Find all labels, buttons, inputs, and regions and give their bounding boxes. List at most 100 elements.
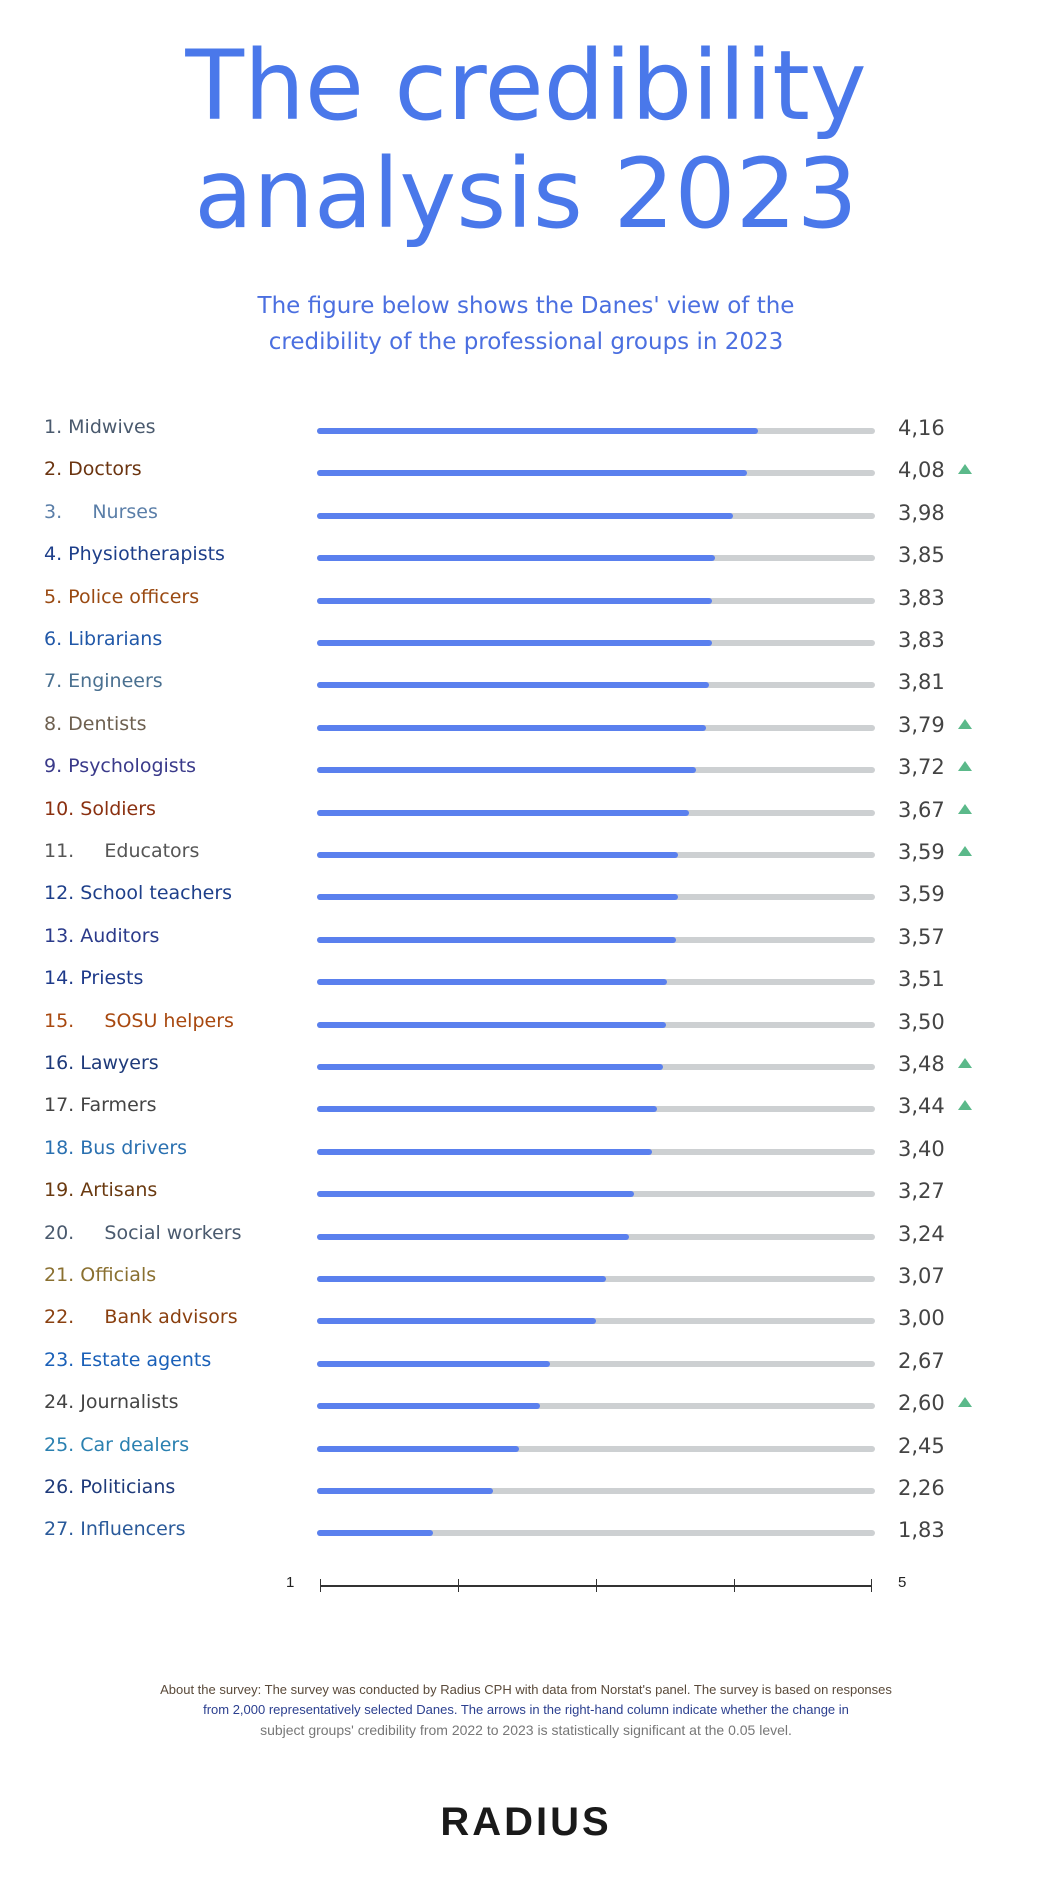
bar <box>317 852 679 858</box>
data-label: 4,08 <box>898 458 945 483</box>
bar-track <box>317 1318 875 1325</box>
data-label: 3,83 <box>898 628 945 652</box>
bar-track <box>317 1488 875 1494</box>
bar-track <box>317 1276 875 1282</box>
bar-row: 24. Journalists 2,60 <box>0 1383 1052 1425</box>
bar-track <box>317 1021 875 1028</box>
bar <box>317 979 668 986</box>
subtitle: The figure below shows the Danes' view o… <box>0 288 1052 360</box>
bar-track <box>317 1148 875 1155</box>
significant-increase-arrow-icon <box>958 761 972 772</box>
bar-label: 23. Estate agents <box>44 1348 212 1371</box>
bar-label: 10. Soldiers <box>44 797 156 820</box>
bar <box>317 809 690 816</box>
bar-row: 6. Librarians 3,83 <box>0 620 1052 662</box>
data-label: 3,98 <box>898 500 945 525</box>
bar-label: 3. Nurses <box>44 500 158 523</box>
data-label: 3,72 <box>898 755 945 780</box>
axis-tick <box>320 1579 321 1592</box>
data-label: 3,48 <box>898 1052 945 1076</box>
data-label: 3,44 <box>898 1094 945 1119</box>
bar-row: 27. Influencers 1,83 <box>0 1510 1052 1552</box>
bar <box>317 1318 596 1325</box>
x-axis <box>320 1579 872 1592</box>
note-line-2: from 2,000 representatively selected Dan… <box>203 1702 849 1717</box>
bar <box>317 724 707 731</box>
bar <box>317 512 733 519</box>
bar-track <box>317 512 875 519</box>
bar-row: 23. Estate agents 2,67 <box>0 1341 1052 1383</box>
bar-label: 27. Influencers <box>44 1518 186 1541</box>
data-label: 3,81 <box>898 670 945 695</box>
bar-label: 7. Engineers <box>44 670 163 693</box>
data-label: 3,40 <box>898 1136 945 1161</box>
significant-increase-arrow-icon <box>958 464 972 475</box>
page-title: The credibility analysis 2023 <box>0 32 1052 248</box>
bar-row: 9. Psychologists 3,72 <box>0 747 1052 789</box>
bar-row: 25. Car dealers 2,45 <box>0 1426 1052 1468</box>
bar-track <box>317 979 875 986</box>
bar-row: 10. Soldiers 3,67 <box>0 790 1052 832</box>
bar <box>317 1106 658 1113</box>
bar-row: 13. Auditors 3,57 <box>0 917 1052 959</box>
bar-row: 18. Bus drivers 3,40 <box>0 1129 1052 1171</box>
bar-row: 3. Nurses 3,98 <box>0 493 1052 535</box>
bar-row: 20. Social workers 3,24 <box>0 1214 1052 1256</box>
bar-track <box>317 640 875 646</box>
bar-label: 22. Bank advisors <box>44 1306 238 1329</box>
bar-track <box>317 1445 875 1452</box>
bar-label: 19. Artisans <box>44 1179 158 1202</box>
bar-row: 21. Officials 3,07 <box>0 1256 1052 1298</box>
bar-track <box>317 428 875 434</box>
bar-row: 4. Physiotherapists 3,85 <box>0 535 1052 577</box>
title-line-2: analysis 2023 <box>194 138 858 250</box>
bar <box>317 1021 666 1028</box>
bar-row: 1. Midwives 4,16 <box>0 408 1052 450</box>
note-line-1: About the survey: The survey was conduct… <box>160 1682 892 1697</box>
bar-label: 21. Officials <box>44 1264 157 1286</box>
data-label: 3,51 <box>898 967 945 992</box>
radius-logo: RADIUS <box>440 1800 612 1844</box>
bar <box>317 682 709 689</box>
bar <box>317 470 747 477</box>
data-label: 3,83 <box>898 585 945 610</box>
bar-label: 6. Librarians <box>44 628 163 650</box>
bar <box>317 1276 606 1282</box>
data-label: 3,50 <box>898 1009 945 1034</box>
bar-row: 8. Dentists 3,79 <box>0 705 1052 747</box>
axis-label-min: 1 <box>286 1574 295 1591</box>
bar-label: 15. SOSU helpers <box>44 1009 234 1032</box>
bar-label: 1. Midwives <box>44 416 156 438</box>
significant-increase-arrow-icon <box>958 718 972 729</box>
bar-label: 18. Bus drivers <box>44 1136 188 1159</box>
bar-track <box>317 894 875 901</box>
bar <box>317 1403 541 1410</box>
bar-label: 12. School teachers <box>44 882 233 905</box>
significant-increase-arrow-icon <box>958 803 972 814</box>
data-label: 2,60 <box>898 1391 945 1416</box>
significant-increase-arrow-icon <box>958 846 972 856</box>
data-label: 4,16 <box>898 416 945 440</box>
bar-label: 16. Lawyers <box>44 1052 159 1074</box>
data-label: 3,79 <box>898 712 945 737</box>
bar-label: 20. Social workers <box>44 1221 242 1244</box>
bar-track <box>317 555 875 562</box>
data-label: 3,27 <box>898 1179 945 1204</box>
bar-track <box>317 1191 875 1198</box>
significant-increase-arrow-icon <box>958 1397 972 1408</box>
bar-row: 17. Farmers 3,44 <box>0 1086 1052 1128</box>
bar-label: 25. Car dealers <box>44 1433 190 1456</box>
data-label: 3,59 <box>898 840 945 864</box>
bar-label: 2. Doctors <box>44 458 142 481</box>
bar-track <box>317 1403 875 1410</box>
axis-label-max: 5 <box>898 1574 907 1591</box>
bar-track <box>317 682 875 689</box>
bar-row: 26. Politicians 2,26 <box>0 1468 1052 1510</box>
bar-row: 2. Doctors 4,08 <box>0 450 1052 492</box>
data-label: 3,00 <box>898 1306 945 1331</box>
bar-track <box>317 1530 875 1537</box>
data-label: 2,45 <box>898 1433 945 1458</box>
data-label: 3,07 <box>898 1264 945 1288</box>
bar <box>317 936 676 943</box>
subtitle-line-1: The figure below shows the Danes' view o… <box>257 293 795 319</box>
